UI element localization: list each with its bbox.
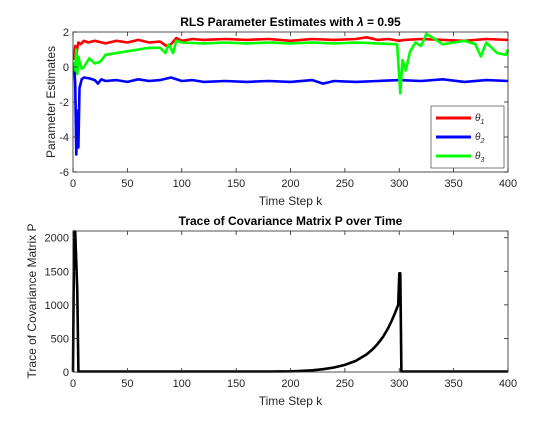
legend-entry-theta1: θ1 bbox=[436, 113, 484, 126]
x-tick-label: 400 bbox=[499, 178, 517, 190]
series-lines bbox=[72, 32, 510, 156]
series-line-1 bbox=[72, 35, 509, 61]
x-tick-label: 350 bbox=[444, 178, 462, 190]
x-tick-label: 350 bbox=[444, 378, 462, 390]
axes-box bbox=[72, 31, 509, 173]
x-tick-label: 200 bbox=[281, 178, 299, 190]
series-line-3 bbox=[72, 32, 510, 95]
y-axis-label: Parameter Estimates bbox=[44, 46, 58, 158]
x-tick-label: 300 bbox=[390, 178, 408, 190]
legend-label-theta3: θ3 bbox=[475, 151, 484, 164]
x-axis-label: Time Step k bbox=[259, 194, 324, 208]
y-axis-label: Trace of Covariance Matrix P bbox=[25, 224, 39, 379]
legend-entry-theta2: θ2 bbox=[436, 132, 484, 145]
x-tick-label: 0 bbox=[70, 178, 76, 190]
series-lines bbox=[71, 230, 508, 373]
parameter-estimates-axes: RLS Parameter Estimates with λ = 0.95 0 5… bbox=[44, 15, 517, 208]
chart-title: RLS Parameter Estimates with λ = 0.95 bbox=[180, 15, 401, 29]
chart-title: Trace of Covariance Matrix P over Time bbox=[179, 214, 403, 228]
x-tick-label: 100 bbox=[173, 378, 191, 390]
legend-label-theta2: θ2 bbox=[475, 132, 484, 145]
y-tick-label: 0 bbox=[63, 62, 69, 74]
legend: θ1 θ2 θ3 bbox=[430, 105, 505, 169]
x-axis-label: Time Step k bbox=[259, 394, 324, 408]
y-tick-label: 0 bbox=[63, 367, 69, 379]
x-tick-label: 50 bbox=[121, 378, 133, 390]
covariance-trace-axes: Trace of Covariance Matrix P over Time 0… bbox=[25, 214, 517, 408]
legend-entry-theta3: θ3 bbox=[436, 151, 484, 164]
y-tick-label: -6 bbox=[59, 167, 69, 179]
y-tick-label: 1500 bbox=[45, 266, 69, 278]
x-tick-label: 250 bbox=[336, 178, 354, 190]
axes-box bbox=[72, 230, 509, 373]
y-tick-label: 500 bbox=[51, 333, 69, 345]
x-tick-label: 150 bbox=[227, 378, 245, 390]
legend-label-theta1: θ1 bbox=[475, 113, 484, 126]
x-tick-label: 100 bbox=[173, 178, 191, 190]
x-tick-label: 200 bbox=[281, 378, 299, 390]
plot-area bbox=[73, 231, 508, 372]
axis-ticks: 0 50 100 150 200 250 300 350 400 -6 -4 -2 0 2 bbox=[59, 27, 517, 190]
x-tick-label: 250 bbox=[336, 378, 354, 390]
axis-ticks: 0 50 100 150 200 250 300 350 400 0 500 1000 1500 2000 bbox=[45, 231, 517, 390]
series-line-1 bbox=[71, 230, 508, 373]
x-tick-label: 150 bbox=[227, 178, 245, 190]
y-tick-label: -2 bbox=[59, 97, 69, 109]
series-line-2 bbox=[72, 63, 509, 156]
x-tick-label: 50 bbox=[121, 178, 133, 190]
x-tick-label: 400 bbox=[499, 378, 517, 390]
y-tick-label: 1000 bbox=[45, 300, 69, 312]
x-tick-label: 0 bbox=[70, 378, 76, 390]
y-tick-label: -4 bbox=[59, 132, 69, 144]
y-tick-label: 2000 bbox=[45, 233, 69, 245]
y-tick-label: 2 bbox=[63, 27, 69, 39]
x-tick-label: 300 bbox=[390, 378, 408, 390]
